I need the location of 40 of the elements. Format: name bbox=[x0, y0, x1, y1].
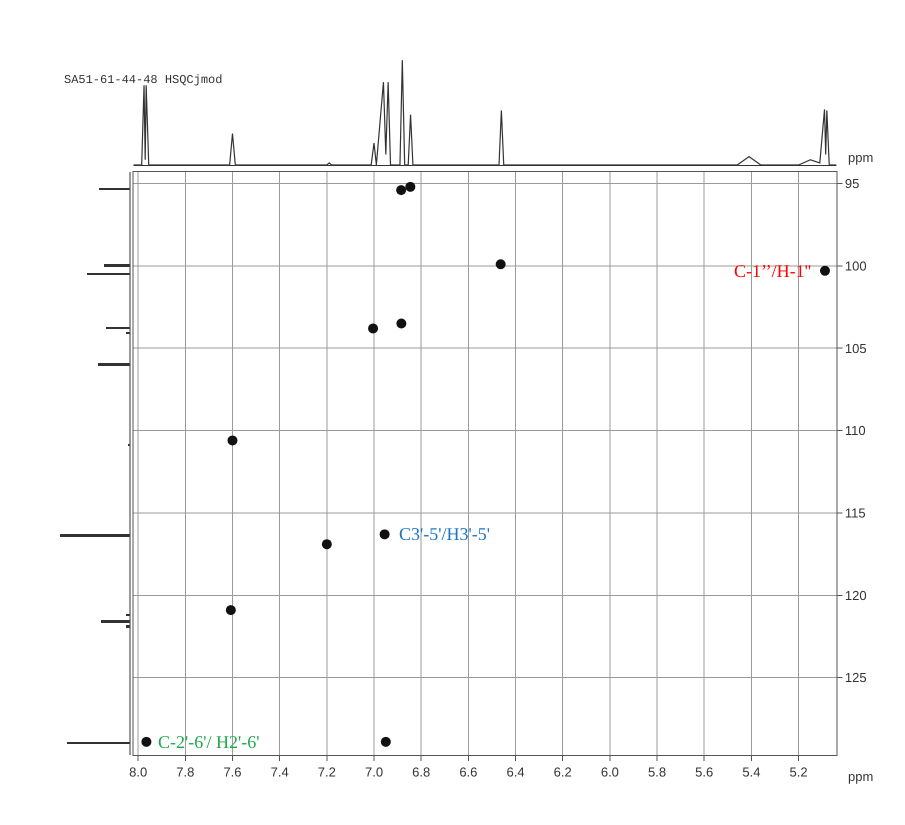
point bbox=[405, 182, 416, 192]
annotation: C-2'-6'/ H2'-6' bbox=[158, 732, 260, 752]
y-tick-label: 95 bbox=[844, 176, 860, 192]
point bbox=[396, 318, 406, 329]
x-tick-label: 5.8 bbox=[648, 764, 666, 780]
x-tick-label: 6.6 bbox=[459, 764, 478, 780]
y-tick-label: 120 bbox=[844, 588, 867, 603]
x-tick-label: 5.4 bbox=[742, 764, 760, 780]
annotation: C-1’’/H-1'' bbox=[734, 261, 812, 281]
y-tick-label: 110 bbox=[844, 423, 866, 438]
point bbox=[226, 605, 236, 616]
x-tick-label: 6.4 bbox=[506, 764, 525, 780]
annotation: C3'-5'/H3'-5' bbox=[399, 524, 490, 544]
point bbox=[820, 266, 830, 276]
x-tick-label: 7.6 bbox=[223, 764, 242, 780]
point bbox=[227, 435, 238, 446]
point bbox=[322, 539, 332, 550]
x-tick-label: 5.2 bbox=[790, 764, 808, 780]
x-tick-label: 7.4 bbox=[270, 764, 289, 780]
text: SA51-61-44-48 HSQCjmod bbox=[64, 73, 222, 87]
y-tick-label: 100 bbox=[844, 258, 867, 274]
point bbox=[396, 185, 406, 196]
x-tick-label: 7.2 bbox=[318, 764, 336, 780]
point bbox=[368, 323, 378, 334]
x-tick-label: 7.0 bbox=[364, 764, 384, 780]
y-tick-label: 125 bbox=[844, 670, 867, 686]
x-tick-label: 6.0 bbox=[600, 764, 619, 780]
point bbox=[496, 259, 506, 270]
point bbox=[380, 529, 390, 540]
point bbox=[380, 736, 391, 747]
x-axis-title: ppm bbox=[848, 769, 874, 784]
x-tick-label: 6.8 bbox=[412, 764, 430, 780]
y-tick-label: 115 bbox=[844, 505, 866, 520]
x-tick-label: 6.2 bbox=[554, 764, 572, 780]
point bbox=[141, 736, 152, 747]
x-tick-label: 5.6 bbox=[695, 764, 714, 780]
x-tick-label: 7.8 bbox=[176, 764, 194, 780]
x-tick-label: 8.0 bbox=[129, 764, 148, 780]
y-tick-label: 105 bbox=[844, 340, 867, 356]
y-axis-title: ppm bbox=[848, 150, 874, 165]
